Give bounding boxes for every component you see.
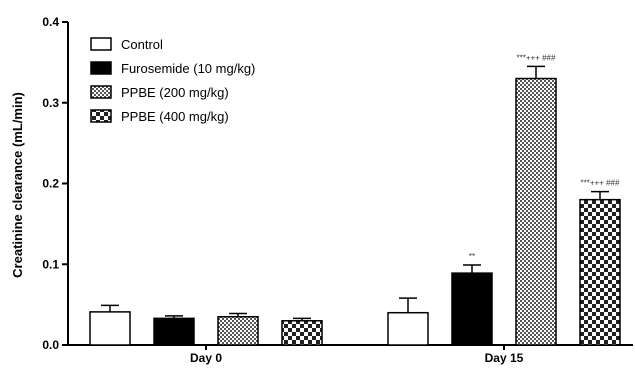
legend-swatch bbox=[90, 37, 112, 51]
y-tick-label: 0.0 bbox=[42, 338, 59, 352]
bars-group: ** ***+++ ### ***+++ ### bbox=[89, 53, 621, 346]
legend-label: Control bbox=[121, 37, 163, 52]
bar bbox=[281, 320, 323, 346]
legend-swatch bbox=[90, 85, 112, 99]
bar bbox=[153, 317, 195, 346]
bar bbox=[579, 198, 621, 346]
legend: Control Furosemide (10 mg/kg) PPBE (200 mg… bbox=[90, 37, 255, 124]
y-axis-title: Creatinine clearance (mL/min) bbox=[10, 92, 25, 278]
x-tick-label: Day 0 bbox=[190, 351, 222, 365]
significance-label: ***+++ ### bbox=[581, 179, 620, 188]
legend-label: PPBE (200 mg/kg) bbox=[121, 85, 229, 100]
bar bbox=[217, 315, 259, 346]
y-tick-label: 0.1 bbox=[42, 257, 59, 271]
significance-label: ** bbox=[469, 252, 475, 261]
legend-swatch bbox=[90, 61, 112, 75]
y-tick-label: 0.3 bbox=[42, 96, 59, 110]
bar bbox=[451, 272, 493, 346]
y-tick-label: 0.2 bbox=[42, 177, 59, 191]
legend-swatch bbox=[90, 109, 112, 123]
bar bbox=[515, 77, 557, 346]
bar bbox=[89, 311, 131, 346]
significance-label: ***+++ ### bbox=[517, 53, 556, 62]
y-tick-label: 0.4 bbox=[42, 15, 59, 29]
x-tick-label: Day 15 bbox=[485, 351, 524, 365]
legend-label: Furosemide (10 mg/kg) bbox=[121, 61, 255, 76]
bar bbox=[387, 311, 429, 346]
legend-label: PPBE (400 mg/kg) bbox=[121, 109, 229, 124]
